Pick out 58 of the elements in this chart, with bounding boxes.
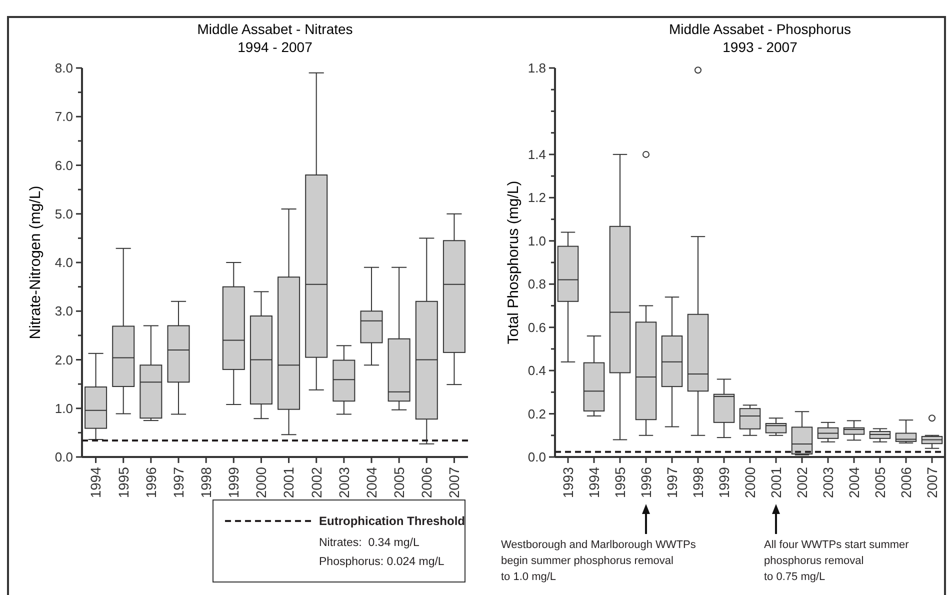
x-tick-label: 1994 (586, 466, 602, 498)
y-tick-label: 0.0 (54, 450, 73, 465)
x-tick-label: 1995 (115, 466, 132, 498)
y-tick-label: 0.0 (528, 450, 546, 465)
chart-subtitle: 1993 - 2007 (722, 39, 798, 55)
y-tick-label: 1.0 (528, 233, 546, 248)
x-tick-label: 2000 (253, 466, 270, 498)
x-tick-label: 1998 (690, 466, 706, 498)
x-tick-label: 2002 (308, 466, 324, 498)
y-tick-label: 1.8 (528, 60, 546, 76)
x-tick-label: 2001 (768, 466, 784, 498)
x-tick-label: 2000 (742, 466, 758, 498)
x-tick-label: 2003 (336, 466, 352, 498)
y-tick-label: 3.0 (54, 304, 73, 319)
x-tick-label: 1998 (198, 466, 214, 498)
y-tick-label: 1.2 (528, 190, 546, 206)
x-tick-label: 2004 (846, 466, 862, 498)
y-tick-label: 4.0 (54, 255, 73, 270)
ref-line-label: Nitrates: 0.34 mg/L (319, 537, 420, 549)
x-tick-label: 1997 (664, 466, 680, 498)
x-tick-label: 2001 (280, 466, 297, 498)
y-tick-label: 0.8 (528, 276, 546, 292)
chart-subtitle: 1994 - 2007 (238, 39, 313, 55)
x-tick-label: 1999 (716, 466, 732, 498)
x-tick-label: 2005 (872, 466, 888, 498)
legend-title: Eutrophication Threshold (319, 514, 465, 528)
y-tick-label: 1.4 (528, 146, 546, 162)
x-tick-label: 1999 (226, 466, 242, 498)
x-tick-label: 1993 (560, 466, 576, 498)
y-tick-label: 0.2 (528, 406, 546, 422)
x-tick-label: 2006 (898, 466, 914, 498)
x-tick-label: 2004 (363, 466, 380, 498)
x-tick-label: 1996 (638, 466, 654, 498)
x-tick-label: 2005 (390, 466, 407, 498)
x-tick-label: 1994 (88, 466, 104, 498)
y-tick-label: 0.4 (528, 363, 546, 378)
x-tick-label: 2007 (924, 466, 940, 498)
y-tick-label: 6.0 (54, 158, 73, 173)
x-tick-label: 2003 (820, 466, 836, 498)
x-tick-label: 2002 (794, 466, 810, 498)
x-tick-label: 1997 (170, 466, 186, 498)
y-tick-label: 1.0 (54, 400, 73, 416)
chart-title: Middle Assabet - Phosphorus (668, 21, 852, 37)
text: All four WWTPs start summer phosphorus removal to 0.75 mg/L (764, 539, 910, 583)
y-axis-title: Nitrate-Nitrogen (mg/L) (27, 186, 44, 340)
x-tick-label: 1995 (612, 466, 628, 498)
y-tick-label: 7.0 (54, 109, 73, 124)
chart-title: Middle Assabet - Nitrates (197, 21, 353, 37)
y-tick-label: 0.6 (528, 320, 546, 335)
x-tick-label: 1996 (142, 466, 159, 498)
y-tick-label: 2.0 (54, 352, 73, 368)
x-tick-label: 2006 (418, 466, 435, 498)
x-tick-label: 2007 (446, 466, 462, 498)
text: Westborough and Marlborough WWTPs begin summer phosphorus removal to 1.0 mg/L (501, 539, 696, 583)
y-tick-label: 5.0 (54, 206, 73, 222)
text: Phosphorus: 0.024 mg/L (319, 556, 444, 568)
y-axis-title: Total Phosphorus (mg/L) (505, 180, 522, 344)
y-tick-label: 8.0 (54, 60, 73, 76)
